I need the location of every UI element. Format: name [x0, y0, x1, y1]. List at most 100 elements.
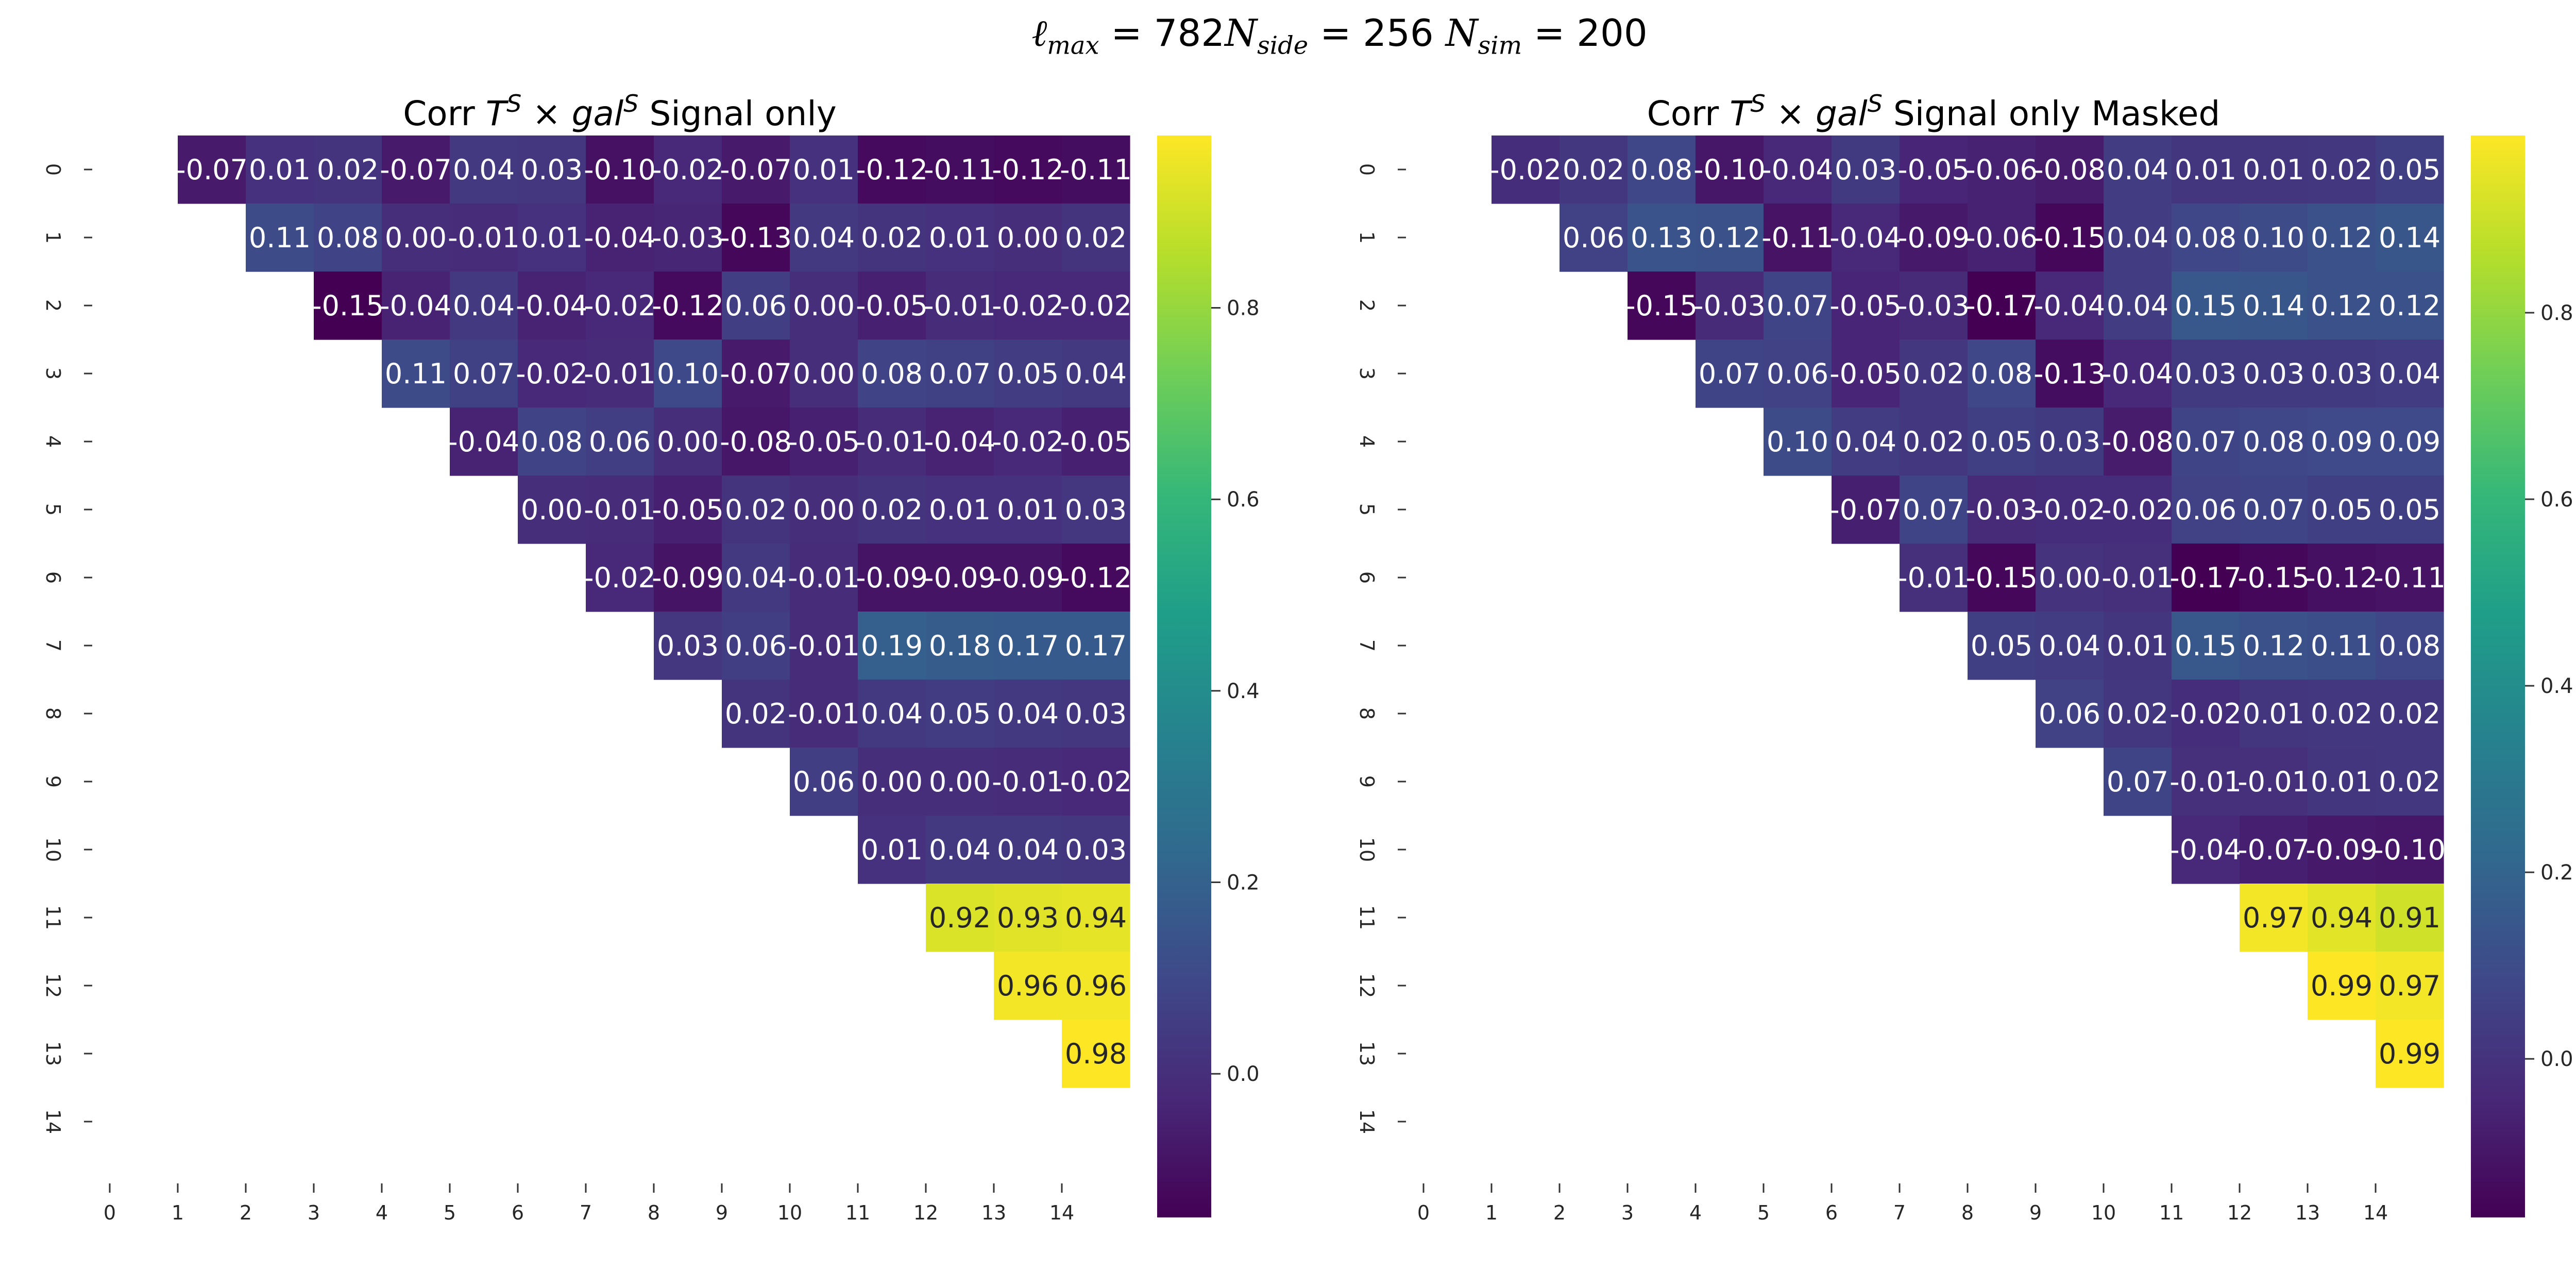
heatmap-cell [994, 476, 1062, 544]
cell-value-label: 0.99 [2311, 970, 2372, 1002]
cell-value-label: 0.08 [521, 426, 583, 458]
cell-value-label: -0.04 [1761, 154, 1834, 186]
cell-value-label: 0.93 [997, 902, 1059, 934]
cell-value-label: 0.00 [793, 358, 855, 390]
heatmap-cell [1832, 135, 1900, 204]
y-tick-label: 3 [42, 367, 64, 380]
x-tick-label: 11 [845, 1201, 870, 1224]
heatmap-cell [790, 272, 858, 340]
heatmap-cell [2104, 680, 2172, 748]
heatmap-cell [2172, 544, 2240, 612]
x-tick-label: 13 [981, 1201, 1006, 1224]
heatmap-cell [858, 408, 926, 476]
heatmap-cell [1968, 135, 2036, 204]
heatmap-cell [790, 340, 858, 408]
heatmap-cell [2172, 408, 2240, 476]
heatmap-cell [858, 272, 926, 340]
heatmap-cell [586, 272, 654, 340]
cell-value-label: 0.12 [2379, 290, 2441, 322]
cell-value-label: -0.04 [516, 290, 588, 322]
heatmap-cell [1764, 204, 1832, 272]
heatmap-cell [382, 204, 450, 272]
cell-value-label: 0.19 [861, 630, 923, 662]
heatmap-cell [2036, 135, 2104, 204]
cell-value-label: 0.06 [2039, 698, 2100, 730]
cell-value-label: 0.10 [2243, 222, 2304, 254]
cell-value-label: -0.09 [992, 562, 1064, 594]
heatmap-cell [2104, 612, 2172, 680]
x-tick-label: 9 [716, 1201, 728, 1224]
cell-value-label: 0.04 [997, 698, 1059, 730]
heatmap-cell [1900, 272, 1968, 340]
heatmap-cell [2036, 476, 2104, 544]
heatmap-cell [654, 544, 722, 612]
x-tick-label: 0 [104, 1201, 116, 1224]
heatmap-cell [1062, 1020, 1130, 1088]
heatmap-cell [2172, 816, 2240, 884]
heatmap-cell [450, 204, 518, 272]
heatmap-cell [722, 340, 790, 408]
colorbar-tick-label: 0.8 [2540, 301, 2573, 325]
cell-value-label: 0.12 [1699, 222, 1760, 254]
heatmap-cell [2308, 748, 2376, 816]
cell-value-label: 0.04 [861, 698, 923, 730]
cell-value-label: -0.08 [2102, 426, 2174, 458]
cell-value-label: -0.02 [516, 358, 588, 390]
heatmap-cell [246, 204, 314, 272]
cell-value-label: -0.07 [1829, 494, 1902, 526]
x-tick-label: 9 [2029, 1201, 2042, 1224]
x-tick-label: 6 [512, 1201, 524, 1224]
heatmap-cell [382, 135, 450, 204]
heatmap-cell [926, 748, 994, 816]
heatmap-cell [1062, 476, 1130, 544]
colorbar-tick-label: 0.2 [2540, 861, 2573, 885]
cell-value-label: -0.09 [1897, 222, 1970, 254]
heatmap-cell [1560, 204, 1628, 272]
cell-value-label: 0.00 [861, 766, 923, 798]
cell-value-label: 0.07 [929, 358, 991, 390]
cell-value-label: 0.02 [2379, 766, 2441, 798]
heatmap-cell [2036, 612, 2104, 680]
y-tick-label: 8 [1355, 707, 1378, 720]
cell-value-label: -0.15 [1625, 290, 1698, 322]
cell-value-label: -0.03 [1693, 290, 1766, 322]
x-tick-label: 1 [1485, 1201, 1498, 1224]
heatmap-cell [926, 612, 994, 680]
x-tick-label: 3 [308, 1201, 320, 1224]
cell-value-label: 0.08 [2175, 222, 2236, 254]
heatmap-cell [2376, 612, 2444, 680]
figure-title: ℓmax = 782Nside = 256 Nsim = 200 [1031, 11, 1648, 60]
cell-value-label: 0.97 [2243, 902, 2304, 934]
cell-value-label: 0.01 [929, 494, 991, 526]
heatmap-cell [2240, 476, 2308, 544]
heatmap-cell [722, 612, 790, 680]
heatmap-cell [2308, 884, 2376, 952]
cell-value-label: 0.07 [1767, 290, 1828, 322]
cell-value-label: -0.12 [652, 290, 724, 322]
cell-value-label: -0.09 [2306, 834, 2378, 866]
cell-value-label: -0.11 [1060, 154, 1132, 186]
cell-value-label: 0.07 [1699, 358, 1760, 390]
heatmap-cell [858, 135, 926, 204]
heatmap-cell [2308, 476, 2376, 544]
cell-value-label: -0.03 [1897, 290, 1970, 322]
heatmap-cell [926, 272, 994, 340]
y-tick-label: 2 [42, 299, 64, 312]
cell-value-label: 0.02 [1065, 222, 1127, 254]
heatmap-cell [994, 748, 1062, 816]
y-tick-label: 11 [1355, 905, 1378, 930]
cell-value-label: -0.10 [584, 154, 656, 186]
cell-value-label: 0.03 [2311, 358, 2372, 390]
heatmap-cell [2036, 680, 2104, 748]
cell-value-label: 0.09 [2311, 426, 2372, 458]
heatmap-cell [1492, 135, 1560, 204]
y-tick-label: 10 [42, 837, 64, 862]
cell-value-label: -0.12 [856, 154, 928, 186]
cell-value-label: 0.96 [997, 970, 1059, 1002]
heatmap-cell [1968, 544, 2036, 612]
cell-value-label: 0.12 [2311, 222, 2372, 254]
heatmap-cell [450, 408, 518, 476]
heatmap-cell [1062, 340, 1130, 408]
cell-value-label: 0.08 [1631, 154, 1692, 186]
